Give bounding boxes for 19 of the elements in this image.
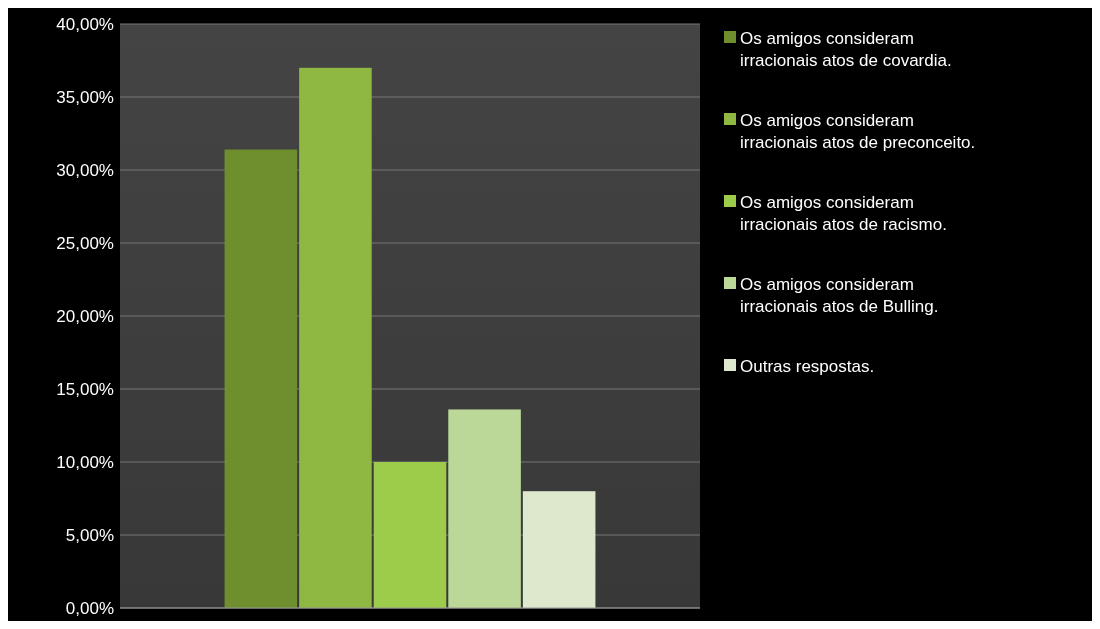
y-tick-label: 40,00% (56, 14, 114, 34)
legend-label: Os amigos consideram irracionais atos de covardia. (740, 28, 952, 70)
y-tick-label: 5,00% (65, 525, 114, 545)
y-tick-label: 10,00% (56, 452, 114, 472)
legend-label: Os amigos consideram irracionais atos de racismo. (740, 192, 947, 234)
legend-label: Os amigos consideram irracionais atos de Bulling. (740, 274, 939, 316)
y-tick-label: 20,00% (56, 306, 114, 326)
bar (448, 409, 521, 608)
bar (224, 149, 298, 608)
y-tick-label: 15,00% (56, 379, 114, 399)
legend-label: Outras respostas. (740, 356, 875, 376)
bar (299, 67, 372, 608)
y-tick-label: 30,00% (56, 160, 114, 180)
y-tick-label: 35,00% (56, 87, 114, 107)
y-tick-label: 25,00% (56, 233, 114, 253)
bar (373, 462, 447, 608)
y-tick-label: 0,00% (65, 598, 114, 618)
legend-label: Os amigos consideram irracionais atos de preconceito. (740, 110, 976, 152)
bar (522, 491, 596, 608)
